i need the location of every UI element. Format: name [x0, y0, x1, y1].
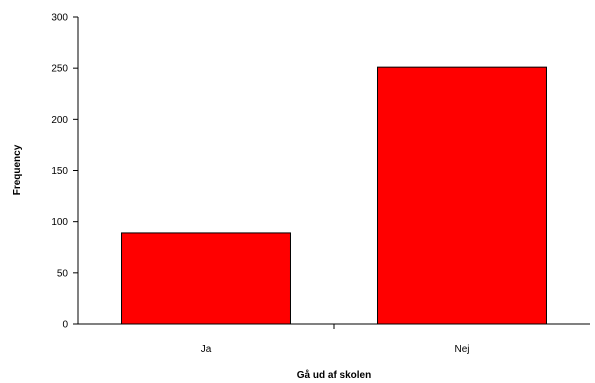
y-axis-ticks: 0 50 100 150 200 250 300: [51, 13, 78, 331]
bar-nej: [377, 66, 547, 325]
y-axis-title: Frequency: [12, 144, 23, 195]
x-axis-title: Gå ud af skolen: [297, 369, 371, 381]
y-tick-label: 50: [57, 268, 69, 279]
x-tick-label: Ja: [201, 344, 212, 355]
x-axis-ticks: Ja Nej: [201, 324, 470, 355]
y-tick-label: 150: [51, 166, 68, 177]
bars-group: [121, 66, 547, 325]
x-tick-label: Nej: [454, 344, 469, 355]
y-tick-label: 200: [51, 115, 68, 126]
bar-ja: [121, 232, 291, 325]
y-tick-label: 250: [51, 64, 68, 75]
y-tick-label: 0: [62, 320, 68, 331]
y-tick-label: 300: [51, 13, 68, 24]
y-tick-label: 100: [51, 217, 68, 228]
